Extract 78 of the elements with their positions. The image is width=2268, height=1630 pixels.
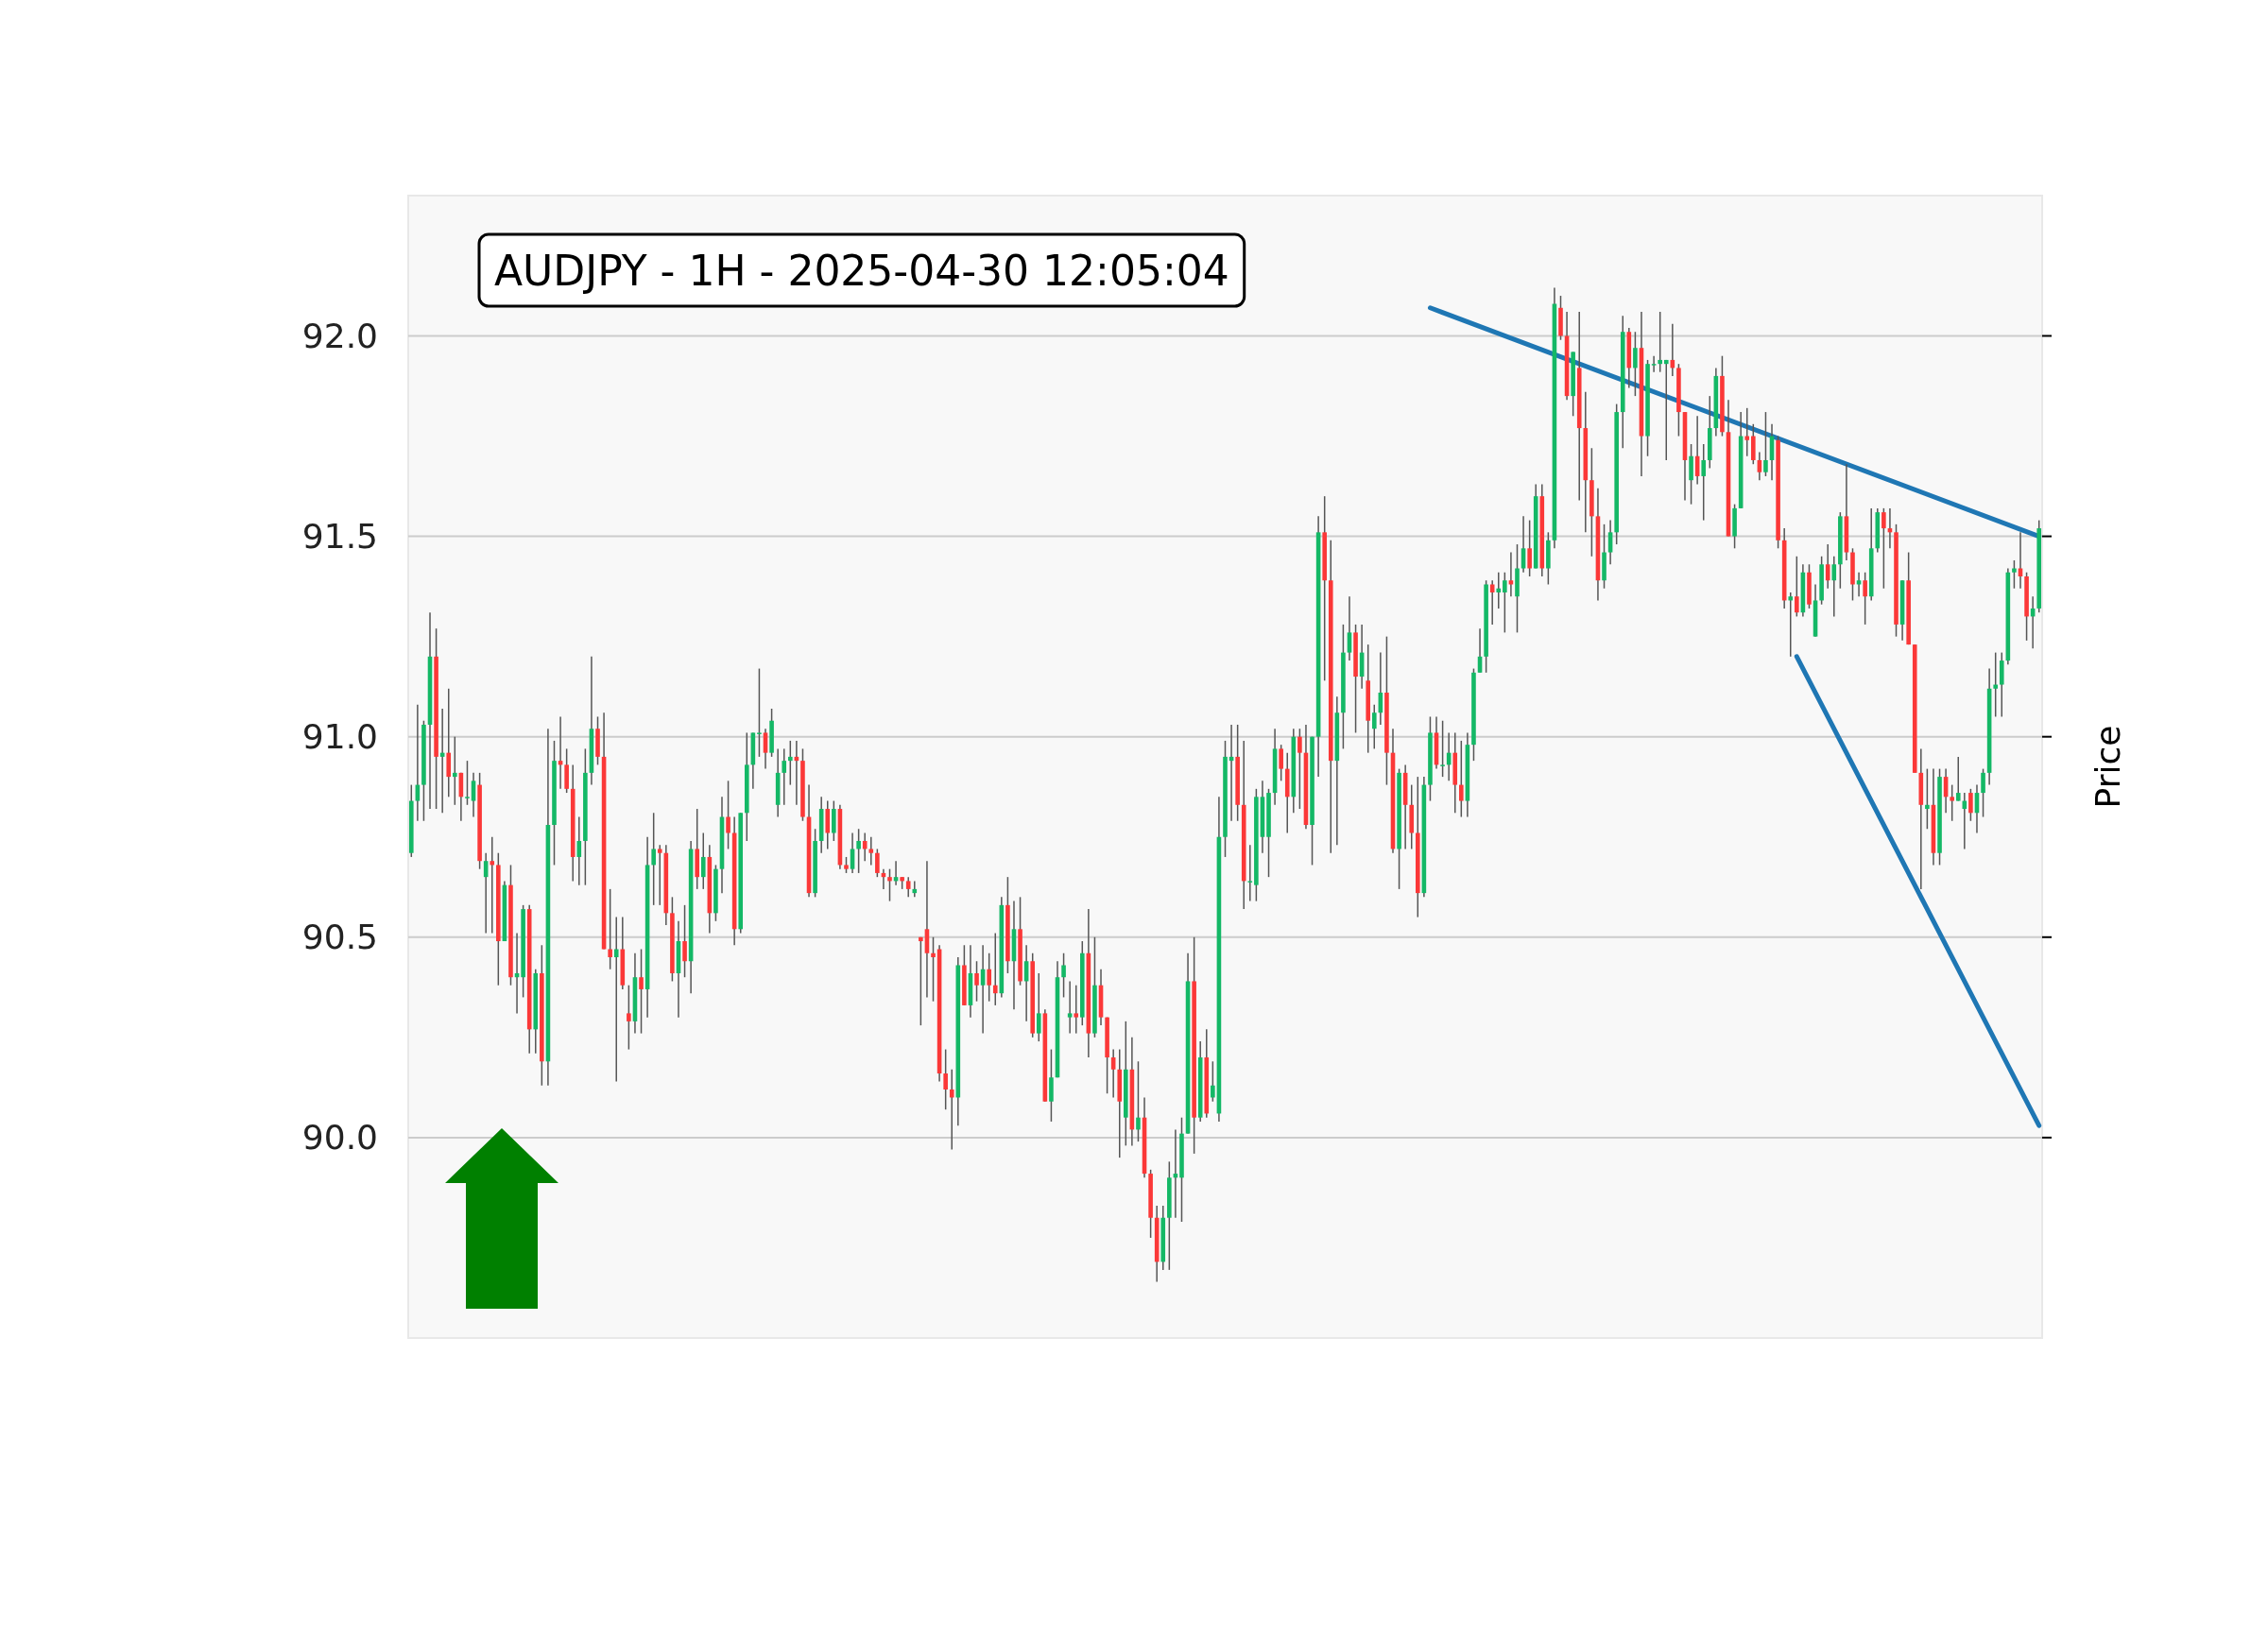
candlestick bbox=[1744, 407, 1750, 457]
candlestick bbox=[613, 916, 619, 1083]
y-tick-label: 91.0 bbox=[301, 717, 378, 757]
candlestick bbox=[763, 728, 768, 770]
candlestick bbox=[1651, 354, 1657, 373]
candlestick bbox=[1136, 1060, 1141, 1142]
candlestick bbox=[856, 828, 861, 874]
candlestick bbox=[782, 747, 787, 806]
candlestick bbox=[682, 904, 687, 978]
candlestick bbox=[1863, 572, 1867, 626]
candlestick bbox=[1347, 595, 1352, 661]
candlestick bbox=[1981, 767, 1985, 818]
candlestick bbox=[651, 812, 656, 906]
text: AUDJPY - 1H - 2025-04-30 12:05:04 bbox=[494, 247, 1229, 295]
y-tick-label: 91.5 bbox=[301, 517, 378, 557]
candlestick bbox=[1279, 744, 1283, 782]
candlestick bbox=[1831, 556, 1837, 618]
candlestick bbox=[1297, 728, 1302, 810]
candlestick bbox=[992, 932, 998, 1006]
y-tick-label: 90.5 bbox=[301, 918, 378, 957]
candlestick bbox=[465, 760, 470, 806]
candlestick bbox=[1440, 719, 1445, 778]
candlestick bbox=[1036, 972, 1041, 1042]
candlestick bbox=[471, 772, 476, 818]
candlestick bbox=[1607, 519, 1613, 566]
candlestick bbox=[608, 888, 612, 970]
candlestick bbox=[1496, 572, 1502, 609]
candlestick bbox=[639, 948, 644, 1035]
candlestick bbox=[1950, 783, 1954, 822]
candlestick bbox=[1955, 756, 1961, 802]
candlestick bbox=[1211, 1060, 1215, 1103]
candlestick bbox=[1968, 788, 1973, 822]
candlestick bbox=[1527, 519, 1532, 577]
candlestick bbox=[453, 735, 457, 806]
candlestick bbox=[1993, 651, 1998, 718]
candlestick bbox=[726, 780, 730, 850]
candlestick bbox=[1658, 311, 1662, 373]
candlestick bbox=[943, 1048, 948, 1110]
candlestick bbox=[905, 876, 911, 899]
candlestick bbox=[987, 952, 991, 1003]
candlestick bbox=[1633, 331, 1638, 397]
candlestick bbox=[919, 936, 923, 1026]
candlestick bbox=[1763, 411, 1768, 477]
candlestick bbox=[1503, 572, 1507, 634]
candlestick bbox=[1795, 556, 1799, 618]
candlestick bbox=[1788, 592, 1794, 658]
candlestick bbox=[1459, 740, 1464, 818]
candlestick bbox=[850, 832, 855, 874]
candlestick bbox=[1061, 952, 1066, 999]
candlestick bbox=[1067, 980, 1073, 1035]
candlestick bbox=[2012, 559, 2017, 590]
candlestick bbox=[1371, 704, 1377, 750]
candlestick bbox=[1663, 359, 1669, 461]
y-tick-label: 90.0 bbox=[301, 1118, 378, 1158]
candlestick bbox=[931, 936, 936, 1003]
candlestick bbox=[1074, 984, 1079, 1035]
candlestick bbox=[700, 832, 706, 890]
candlestick bbox=[757, 667, 762, 758]
candlestick bbox=[1489, 579, 1495, 626]
candlestick bbox=[949, 1069, 954, 1151]
y-axis-title: Price bbox=[2088, 725, 2127, 809]
candlestick bbox=[1701, 443, 1707, 522]
candlestick bbox=[862, 832, 868, 862]
candlestick bbox=[912, 880, 918, 899]
y-tick-label: 92.0 bbox=[301, 316, 378, 355]
candlestick bbox=[490, 835, 495, 935]
candlestick bbox=[875, 848, 880, 878]
candlestick bbox=[1521, 515, 1526, 574]
candlestick bbox=[627, 984, 631, 1051]
candlestick bbox=[974, 960, 979, 1003]
candlestick bbox=[788, 740, 793, 786]
candlestick bbox=[1247, 844, 1253, 902]
candlestick bbox=[887, 867, 892, 902]
candlestick bbox=[576, 815, 582, 886]
candlestick bbox=[657, 844, 662, 906]
candlestick bbox=[1925, 767, 1930, 830]
candlestick bbox=[868, 835, 874, 866]
candlestick bbox=[1881, 507, 1886, 590]
